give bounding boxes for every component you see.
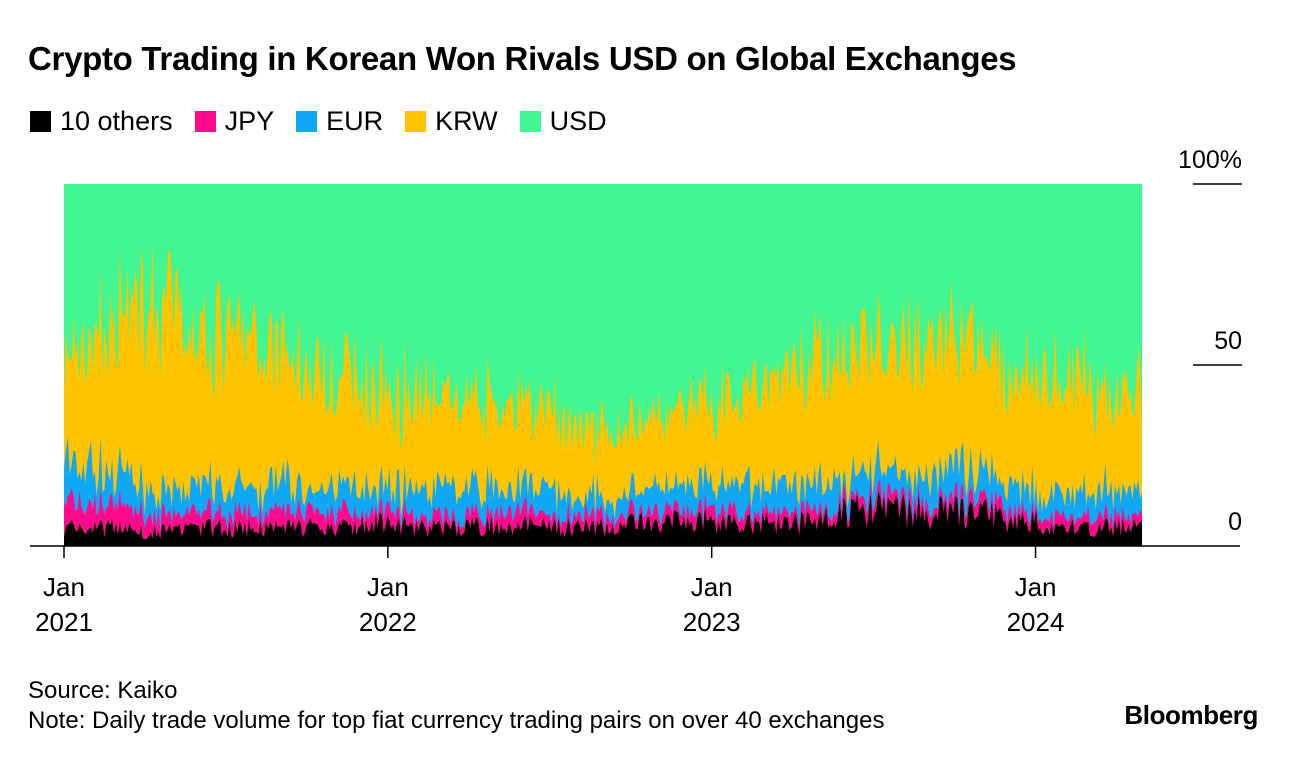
legend: 10 others JPY EUR KRW USD bbox=[30, 106, 607, 137]
y-tick-label-50: 50 bbox=[1214, 327, 1242, 355]
legend-label-krw: KRW bbox=[435, 106, 498, 136]
legend-item-usd: USD bbox=[519, 106, 607, 137]
legend-label-usd: USD bbox=[549, 106, 607, 136]
x-tick-label-year-2022: 2022 bbox=[359, 607, 417, 637]
legend-swatch-usd bbox=[519, 111, 541, 132]
source-note: Source: Kaiko bbox=[28, 677, 178, 704]
legend-item-eur: EUR bbox=[296, 106, 383, 137]
x-tick-label-month-2023: Jan bbox=[691, 572, 733, 602]
legend-swatch-others bbox=[30, 111, 51, 132]
legend-label-eur: EUR bbox=[326, 106, 384, 136]
x-tick-label-month-2021: Jan bbox=[43, 572, 85, 602]
legend-label-jpy: JPY bbox=[224, 106, 275, 136]
legend-item-others: 10 others bbox=[30, 106, 173, 137]
area-series-krw bbox=[64, 242, 1142, 546]
y-tick-label-0: 0 bbox=[1228, 508, 1242, 536]
x-tick-label-year-2021: 2021 bbox=[35, 607, 93, 637]
footnote: Note: Daily trade volume for top fiat cu… bbox=[28, 707, 885, 734]
legend-label-others: 10 others bbox=[60, 106, 173, 136]
bloomberg-logo: Bloomberg bbox=[1124, 700, 1258, 730]
legend-item-krw: KRW bbox=[405, 106, 498, 137]
legend-swatch-eur bbox=[296, 111, 318, 132]
x-tick-label-year-2023: 2023 bbox=[683, 607, 741, 637]
y-tick-label-100: 100% bbox=[1178, 146, 1242, 174]
area-series-others bbox=[64, 491, 1142, 546]
legend-swatch-krw bbox=[405, 111, 427, 132]
x-tick-label-month-2022: Jan bbox=[367, 572, 409, 602]
x-tick-label-year-2024: 2024 bbox=[1007, 607, 1065, 637]
legend-swatch-jpy bbox=[194, 111, 216, 132]
x-tick-label-month-2024: Jan bbox=[1015, 572, 1057, 602]
legend-item-jpy: JPY bbox=[194, 106, 275, 137]
chart-title: Crypto Trading in Korean Won Rivals USD … bbox=[28, 40, 1017, 77]
